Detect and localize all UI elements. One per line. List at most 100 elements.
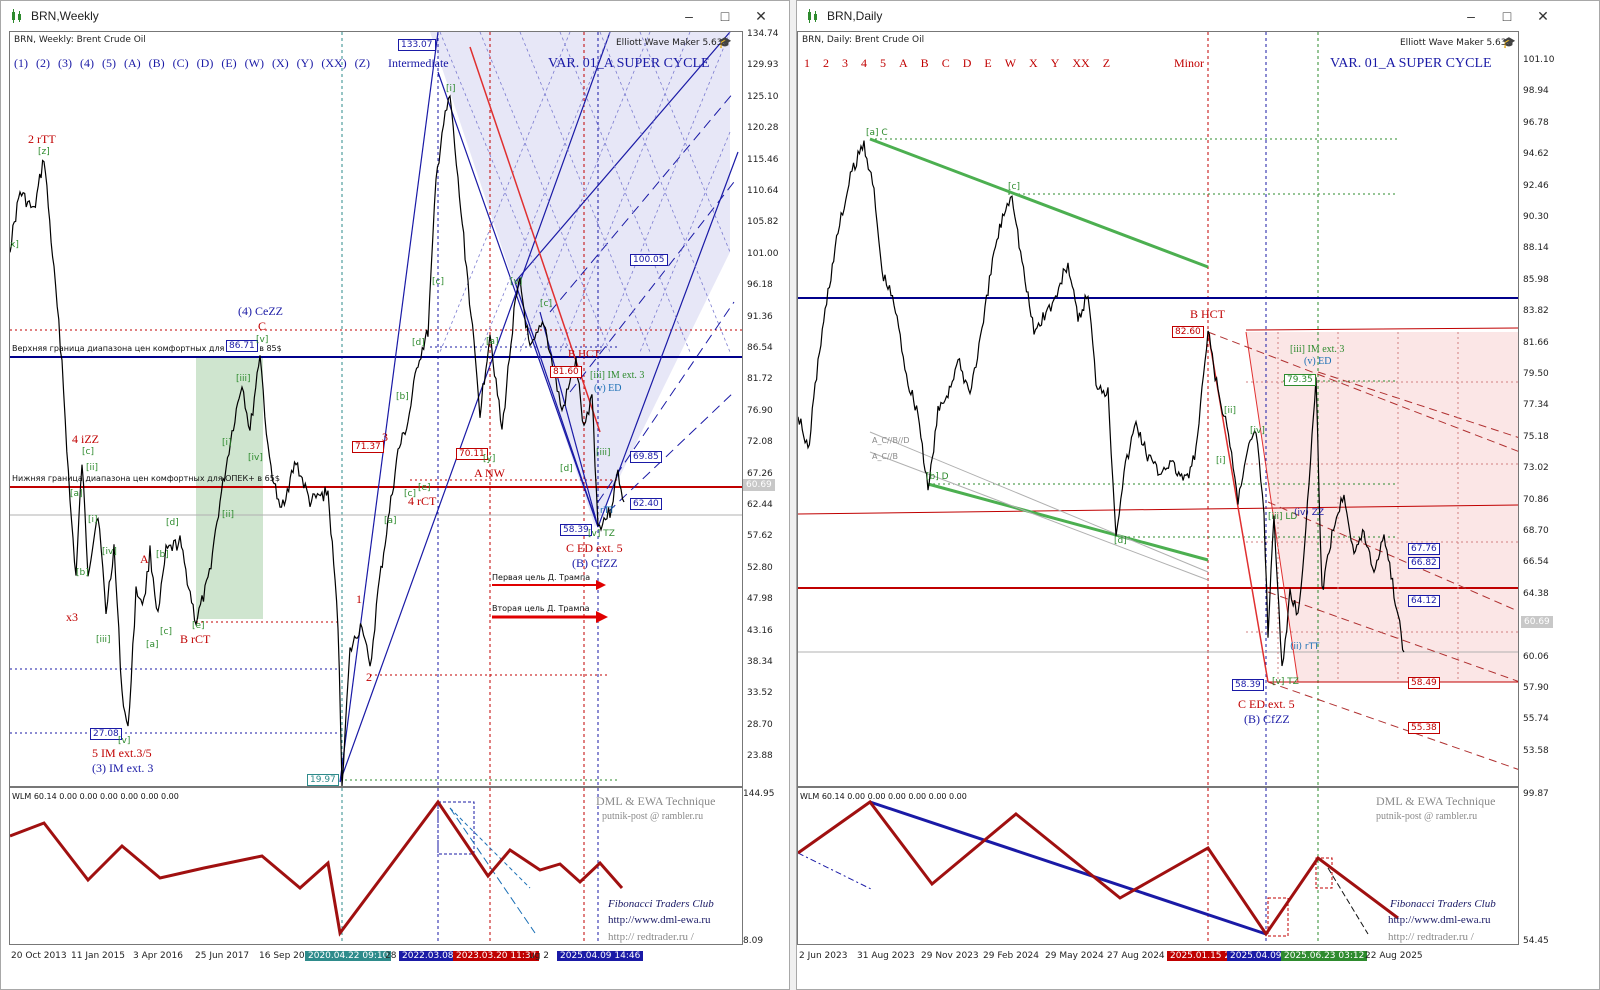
wave-degree-button[interactable]: (B) <box>148 56 165 70</box>
value-box: 64.12 <box>1408 595 1440 607</box>
wave-buttons[interactable]: 1 2 3 4 5 A B C D E W X Y XX Z <box>804 56 1123 71</box>
wave-label: [d] <box>1114 536 1127 546</box>
daily-chart-drawing <box>798 32 1518 786</box>
wave-degree-button[interactable]: C <box>941 56 950 70</box>
wave-degree-button[interactable]: XX <box>1072 56 1090 70</box>
wave-label: A_C//B <box>872 452 898 461</box>
wave-degree-button[interactable]: 4 <box>861 56 867 70</box>
wave-buttons[interactable]: (1) (2) (3) (4) (5) (A) (B) (C) (D) (E) (W) (X) (Y) (… <box>14 56 378 71</box>
y-tick: 64.38 <box>1523 588 1549 599</box>
close-button[interactable]: ✕ <box>1537 8 1549 24</box>
wave-label: [v] <box>118 736 131 746</box>
wave-degree-button[interactable]: B <box>920 56 929 70</box>
wave-degree-button[interactable]: (X) <box>272 56 289 70</box>
degree-label[interactable]: Minor <box>1174 56 1204 70</box>
y-tick: 79.50 <box>1523 369 1549 379</box>
wave-degree-button[interactable]: 1 <box>804 56 810 70</box>
url-link[interactable]: http://www.dml-ewa.ru <box>608 914 711 926</box>
wave-degree-button[interactable]: (1) <box>14 56 28 70</box>
weekly-price-axis[interactable]: 134.74 129.93 125.10 120.28 115.46 110.64 105.… <box>743 29 789 787</box>
x-tick: 3 Apr 2016 <box>133 951 183 961</box>
wave-label: (v) ED <box>1304 356 1332 367</box>
wave-degree-button[interactable]: (4) <box>80 56 94 70</box>
x-tick: 28 <box>385 951 397 961</box>
y-tick: 23.88 <box>747 751 773 762</box>
wave-degree-button[interactable]: 3 <box>842 56 848 70</box>
wave-label: [v] TZ <box>588 529 615 539</box>
wave-degree-button[interactable]: (A) <box>124 56 141 70</box>
y-tick: 120.28 <box>747 123 779 134</box>
value-box: 100.05 <box>630 254 668 266</box>
x-marker: 2022.03.08 <box>399 951 457 961</box>
value-box: 27.08 <box>90 728 122 740</box>
wave-degree-button[interactable]: (2) <box>36 56 50 70</box>
wave-degree-button[interactable]: Z <box>1102 56 1111 70</box>
wave-degree-button[interactable]: X <box>1029 56 1038 70</box>
blue-cone-zone <box>430 32 730 527</box>
upper-line-label: Верхняя граница диапазона цен комфортных… <box>12 344 282 353</box>
degree-label[interactable]: Intermediate <box>388 56 449 70</box>
weekly-chart-window[interactable]: BRN,Weekly – □ ✕ <box>0 0 790 990</box>
daily-indicator-panel[interactable]: WLM 60.14 0.00 0.00 0.00 0.00 0.00 0.00 … <box>797 787 1519 945</box>
x-marker: 2025.01.15 22 <box>1167 951 1239 961</box>
wave-degree-button[interactable]: (C) <box>172 56 189 70</box>
wave-degree-button[interactable]: 2 <box>823 56 829 70</box>
wave-label: x3 <box>66 610 78 624</box>
wave-degree-button[interactable]: (XX) <box>321 56 347 70</box>
y-tick: 62.44 <box>747 500 773 510</box>
value-box: 19.97 <box>307 774 339 786</box>
daily-time-axis[interactable]: 2 Jun 2023 31 Aug 2023 29 Nov 2023 29 Fe… <box>797 949 1519 969</box>
wave-degree-button[interactable]: (5) <box>102 56 116 70</box>
wave-label: [i] <box>222 438 232 448</box>
wave-label: [c] <box>432 277 444 287</box>
y-tick: 96.18 <box>747 280 773 291</box>
weekly-time-axis[interactable]: 20 Oct 2013 11 Jan 2015 3 Apr 2016 25 Ju… <box>9 949 743 969</box>
daily-titlebar[interactable]: BRN,Daily – □ ✕ <box>797 1 1599 31</box>
wave-degree-button[interactable]: (Z) <box>354 56 370 70</box>
chart-header-info: BRN, Weekly: Brent Crude Oil <box>14 35 146 45</box>
graduation-cap-icon: 🎓 <box>1502 36 1516 49</box>
daily-chart-window[interactable]: BRN,Daily – □ ✕ <box>796 0 1600 990</box>
value-box: 82.60 <box>1172 326 1204 338</box>
daily-price-axis[interactable]: 101.10 98.94 96.78 94.62 92.46 90.30 88.14 85.9… <box>1519 31 1599 787</box>
wave-degree-button[interactable]: Y <box>1050 56 1060 70</box>
y-tick: 92.46 <box>1523 180 1549 191</box>
variant-label: VAR. 01_A SUPER CYCLE <box>548 56 710 71</box>
x-tick: 11 Jan 2015 <box>71 951 125 961</box>
wave-label: (B) CfZZ <box>1244 712 1290 726</box>
value-box: 58.49 <box>1408 677 1440 689</box>
wave-degree-button[interactable]: D <box>962 56 972 70</box>
url-link[interactable]: http://www.dml-ewa.ru <box>1388 914 1491 926</box>
wave-degree-button[interactable]: (W) <box>244 56 264 70</box>
y-tick: 76.90 <box>747 405 773 416</box>
minimize-button[interactable]: – <box>685 8 693 24</box>
wave-degree-button[interactable]: W <box>1004 56 1017 70</box>
weekly-titlebar[interactable]: BRN,Weekly – □ ✕ <box>1 1 789 31</box>
weekly-price-chart[interactable]: BRN, Weekly: Brent Crude Oil Elliott Wav… <box>9 31 743 787</box>
wave-degree-button[interactable]: (D) <box>196 56 214 70</box>
indicator-header: WLM 60.14 0.00 0.00 0.00 0.00 0.00 0.00 <box>12 792 179 801</box>
weekly-indicator-panel[interactable]: WLM 60.14 0.00 0.00 0.00 0.00 0.00 0.00 … <box>9 787 743 945</box>
wave-label: [iii] IM ext. 3 <box>590 370 645 381</box>
indicator-header: WLM 60.14 0.00 0.00 0.00 0.00 0.00 0.00 <box>800 792 967 801</box>
maximize-button[interactable]: □ <box>720 8 730 24</box>
wave-degree-button[interactable]: A <box>899 56 908 70</box>
wave-label: [a] <box>70 489 83 499</box>
url-link[interactable]: http:// redtrader.ru / <box>608 931 694 943</box>
daily-price-chart[interactable]: BRN, Daily: Brent Crude Oil Elliott Wave… <box>797 31 1519 787</box>
wave-degree-button[interactable]: E <box>984 56 992 70</box>
wave-degree-button[interactable]: 5 <box>880 56 886 70</box>
wave-degree-button[interactable]: (E) <box>221 56 237 70</box>
wave-label: B rCT <box>180 632 211 646</box>
y-tick: 75.18 <box>1523 431 1549 442</box>
y-tick: 68.70 <box>1523 526 1549 536</box>
wave-degree-button[interactable]: (3) <box>58 56 72 70</box>
minimize-button[interactable]: – <box>1467 8 1475 24</box>
close-button[interactable]: ✕ <box>755 8 767 24</box>
wave-label: [i] <box>446 84 456 94</box>
wave-degree-button[interactable]: (Y) <box>296 56 314 70</box>
url-link[interactable]: http:// redtrader.ru / <box>1388 931 1474 943</box>
maximize-button[interactable]: □ <box>1502 8 1512 24</box>
x-tick: 27 Aug 2024 <box>1107 951 1165 961</box>
wave-label: [e] <box>192 621 205 631</box>
